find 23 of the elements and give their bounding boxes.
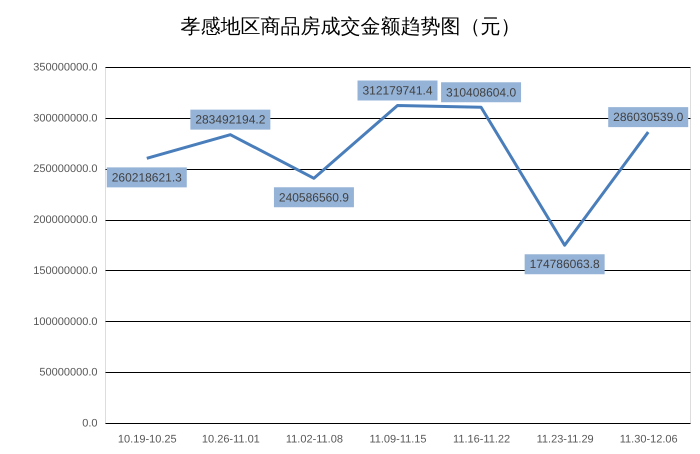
chart-title: 孝感地区商品房成交金额趋势图（元） — [180, 14, 520, 38]
x-tick-label: 10.19-10.25 — [118, 434, 177, 446]
data-label: 286030539.0 — [613, 110, 684, 124]
y-tick-label: 250000000.0 — [33, 163, 98, 176]
data-label: 240586560.9 — [278, 190, 350, 204]
y-tick-label: 300000000.0 — [33, 112, 98, 124]
y-tick-label: 150000000.0 — [33, 264, 98, 277]
y-tick-label: 0.0 — [82, 418, 98, 430]
x-tick-label: 10.26-11.01 — [202, 434, 260, 446]
y-tick-label: 100000000.0 — [33, 316, 98, 328]
data-label: 310408604.0 — [446, 85, 516, 100]
data-label: 283492194.2 — [195, 112, 266, 127]
x-tick-label: 11.02-11.08 — [286, 434, 343, 446]
y-tick-label: 200000000.0 — [33, 214, 98, 226]
data-label: 260218621.3 — [112, 170, 182, 184]
data-label: 174786063.8 — [530, 257, 600, 272]
data-label: 312179741.4 — [362, 83, 433, 98]
x-tick-label: 11.30-12.06 — [620, 434, 678, 446]
y-tick-label: 350000000.0 — [33, 62, 98, 74]
x-tick-label: 11.23-11.29 — [536, 434, 594, 446]
y-tick-label: 50000000.0 — [39, 366, 98, 379]
x-tick-label: 11.09-11.15 — [369, 434, 427, 446]
x-tick-label: 11.16-11.22 — [453, 434, 510, 446]
